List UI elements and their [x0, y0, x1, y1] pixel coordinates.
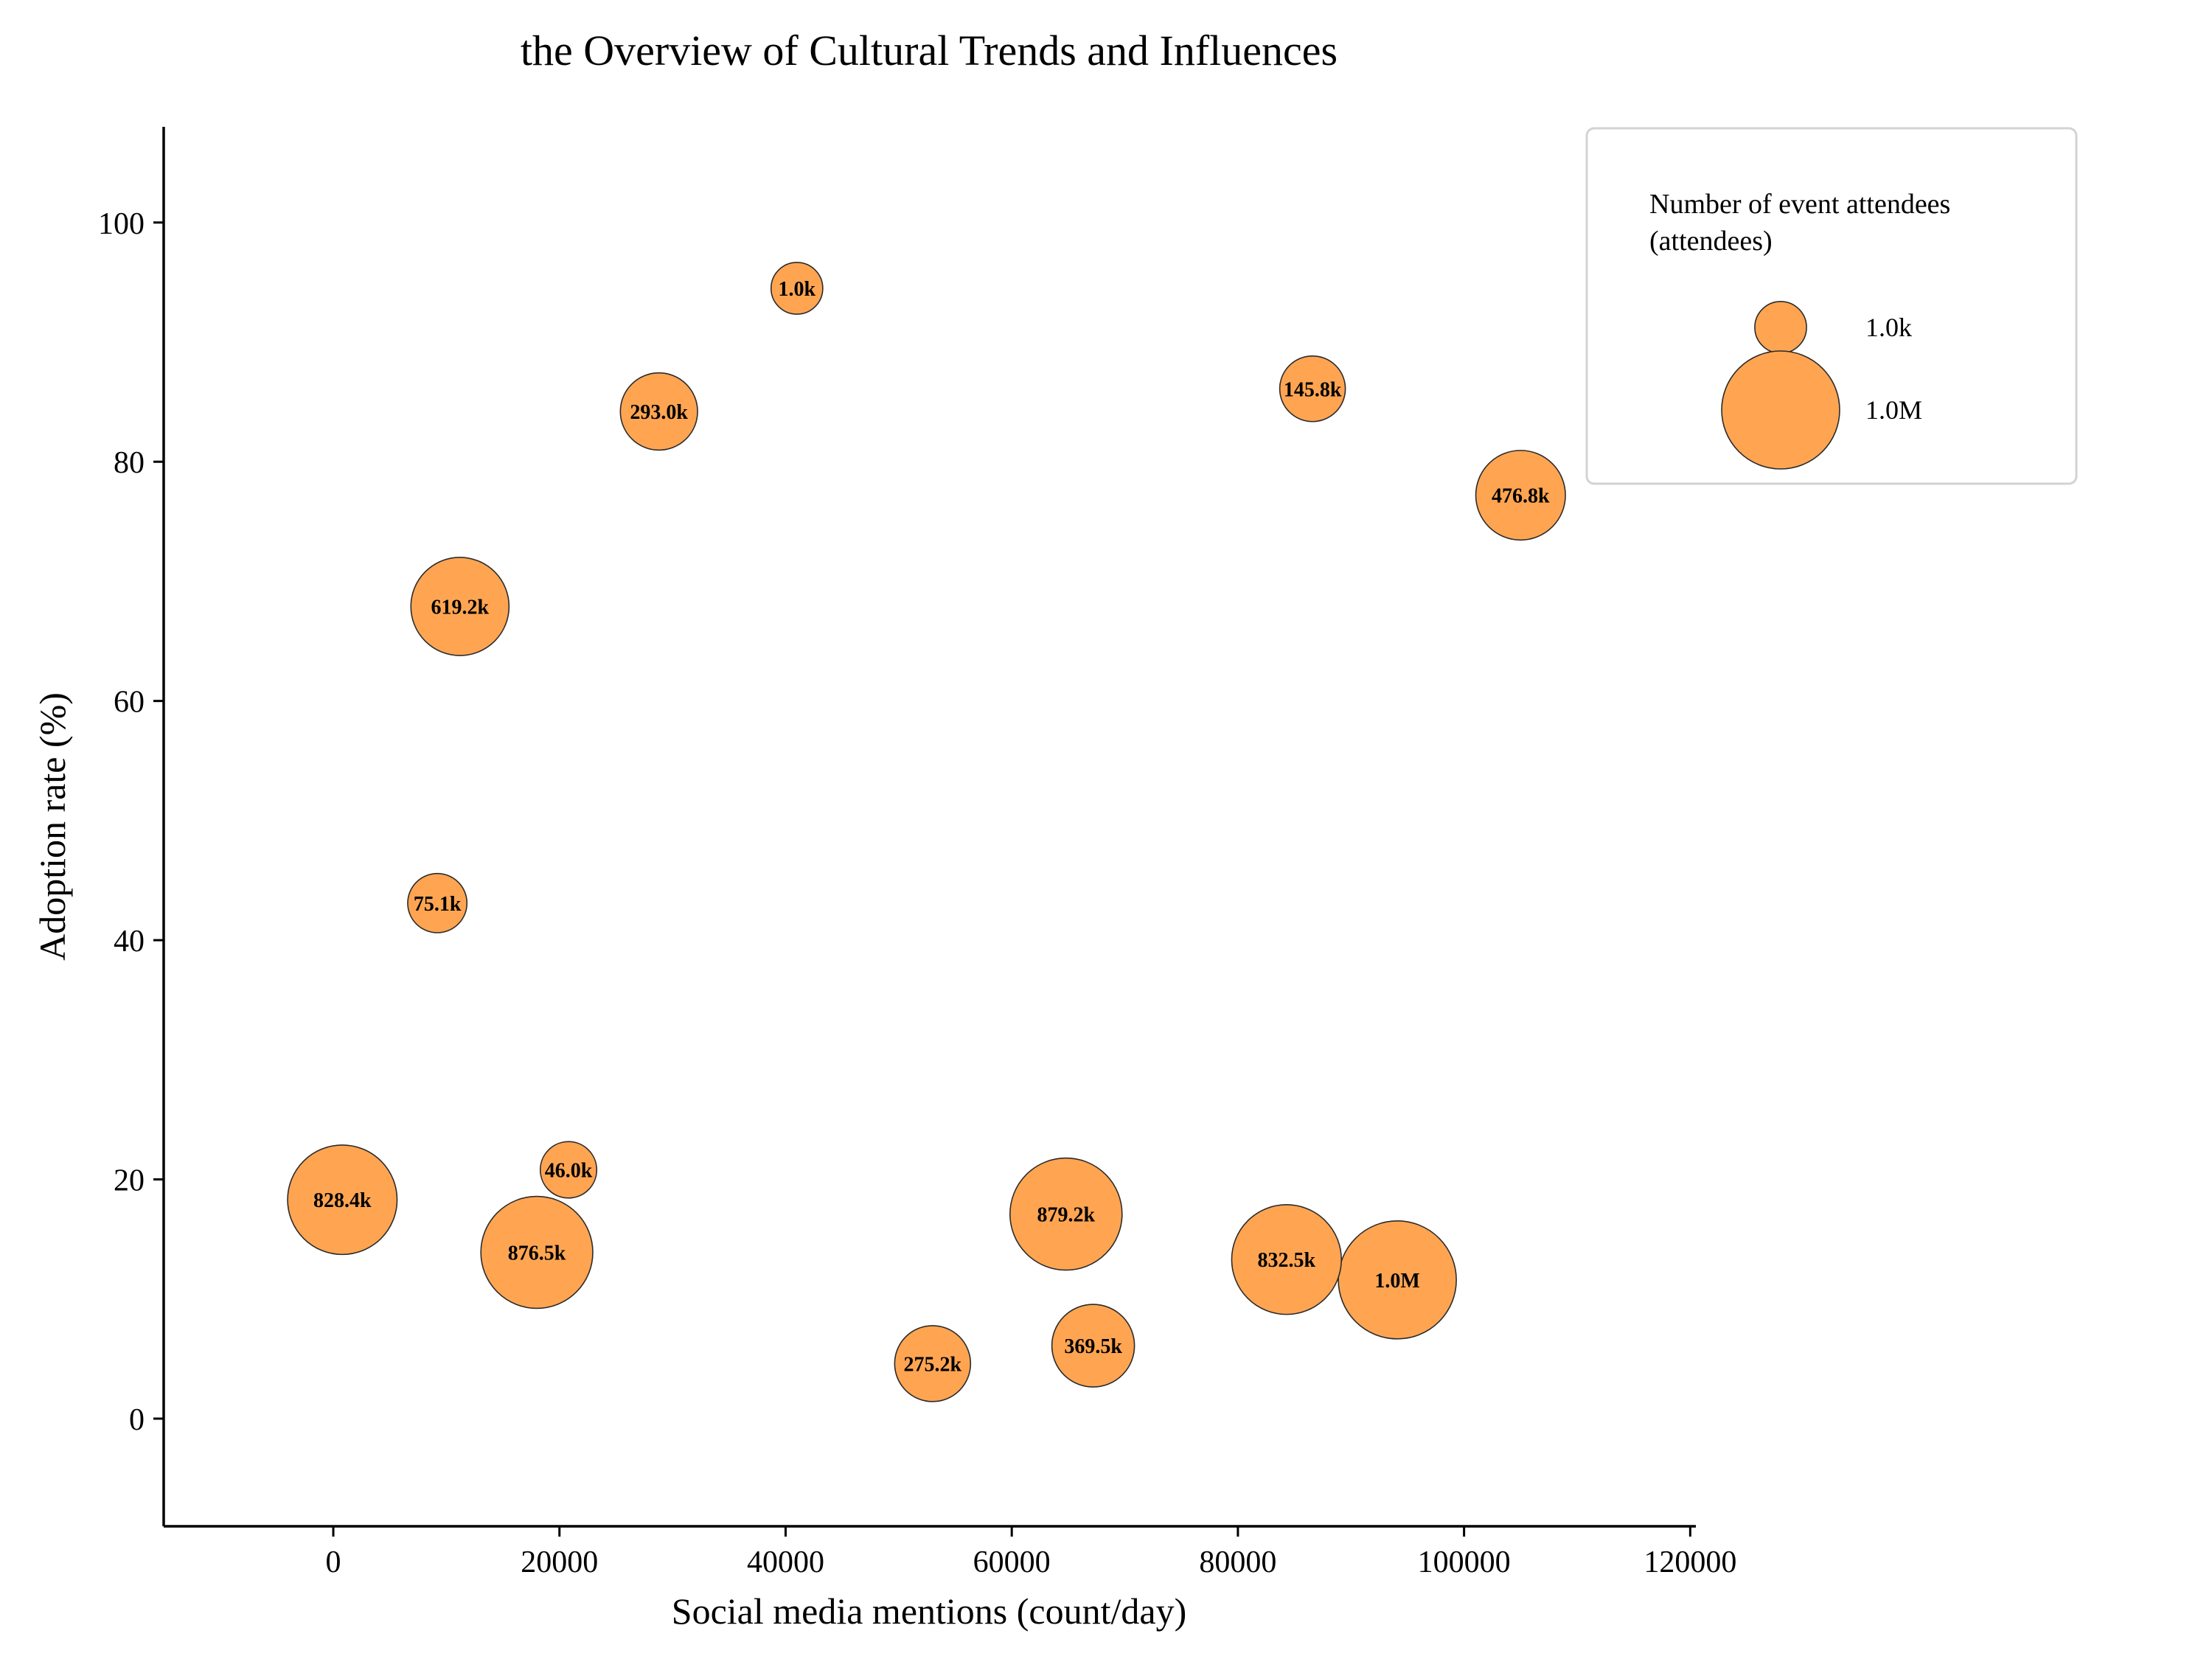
y-axis-label: Adoption rate (%) [32, 692, 73, 961]
bubble-point [1231, 1204, 1343, 1315]
bubble-label: 46.0k [545, 1160, 593, 1183]
bubble-label: 275.2k [904, 1353, 962, 1376]
y-tick-label: 60 [114, 686, 145, 720]
bubble-point [1338, 1220, 1457, 1340]
bubble-point [1279, 355, 1346, 422]
size-legend: Number of event attendees (attendees) 1.… [1585, 127, 2078, 485]
bubble-label: 828.4k [313, 1189, 372, 1212]
x-tick-label: 0 [326, 1545, 341, 1579]
legend-entries: 1.0k 1.0M [1721, 301, 1922, 470]
bubble-point [894, 1325, 972, 1402]
y-axis-ticks: 0 20 40 60 80 100 [98, 207, 164, 1437]
x-tick-label: 100000 [1418, 1545, 1511, 1579]
legend-title-line1: Number of event attendees [1649, 189, 1950, 220]
x-tick-label: 120000 [1644, 1545, 1736, 1579]
x-tick-label: 60000 [973, 1545, 1051, 1579]
bubble-label: 369.5k [1064, 1335, 1122, 1358]
bubble-point [1475, 450, 1566, 541]
bubble-label: 619.2k [431, 597, 490, 619]
bubble-label: 75.1k [414, 893, 462, 916]
y-tick-label: 80 [114, 446, 145, 480]
legend-label: 1.0k [1865, 313, 1912, 342]
y-tick-label: 0 [129, 1403, 145, 1437]
bubble-label: 476.8k [1492, 485, 1550, 508]
bubble-point [1009, 1157, 1123, 1271]
bubble-label: 1.0k [779, 278, 816, 301]
x-tick-label: 80000 [1199, 1545, 1276, 1579]
bubble-point [480, 1195, 594, 1310]
x-axis-label: Social media mentions (count/day) [672, 1590, 1186, 1632]
x-tick-label: 20000 [521, 1545, 598, 1579]
y-tick-label: 40 [114, 925, 145, 959]
x-tick-label: 40000 [747, 1545, 824, 1579]
legend-frame [1585, 127, 2078, 485]
legend-bubble [1721, 350, 1840, 470]
bubble-point [619, 372, 698, 451]
bubble-point [1051, 1304, 1135, 1388]
bubble-point [287, 1144, 398, 1256]
legend-title-line2: (attendees) [1649, 226, 1773, 257]
bubble-label: 832.5k [1258, 1249, 1316, 1272]
bubble-label: 293.0k [630, 401, 688, 424]
legend-label: 1.0M [1865, 395, 1922, 425]
bubble-label: 876.5k [508, 1242, 566, 1265]
x-axis-ticks: 0 20000 40000 60000 80000 100000 120000 [326, 1526, 1736, 1579]
bubble-point [410, 557, 510, 656]
y-tick-label: 100 [98, 207, 145, 241]
chart-title: the Overview of Cultural Trends and Infl… [521, 27, 1338, 74]
bubble-layer: 1.0k 293.0k 145.8k 476.8k 619.2k 75.1k 828.4k 4… [287, 262, 1566, 1402]
bubble-label: 1.0M [1374, 1270, 1419, 1293]
bubble-point [770, 262, 824, 315]
bubble-label: 145.8k [1284, 378, 1342, 401]
bubble-label: 879.2k [1037, 1204, 1096, 1227]
y-tick-label: 20 [114, 1164, 145, 1198]
bubble-point [407, 872, 468, 933]
bubble-point [539, 1141, 598, 1199]
legend-bubble [1754, 301, 1807, 354]
